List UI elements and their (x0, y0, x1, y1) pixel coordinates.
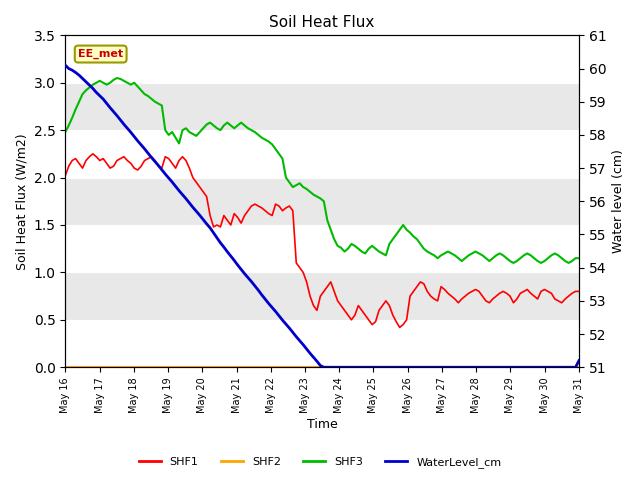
Bar (65, 320, 579, 367)
X-axis label: Time: Time (307, 419, 337, 432)
Y-axis label: Water level (cm): Water level (cm) (612, 149, 625, 253)
Bar (65, 225, 579, 273)
Title: Soil Heat Flux: Soil Heat Flux (269, 15, 375, 30)
Legend: SHF1, SHF2, SHF3, WaterLevel_cm: SHF1, SHF2, SHF3, WaterLevel_cm (134, 452, 506, 472)
Text: EE_met: EE_met (78, 49, 124, 59)
Bar (65, 36, 579, 83)
Y-axis label: Soil Heat Flux (W/m2): Soil Heat Flux (W/m2) (15, 133, 28, 270)
Bar (65, 130, 579, 178)
